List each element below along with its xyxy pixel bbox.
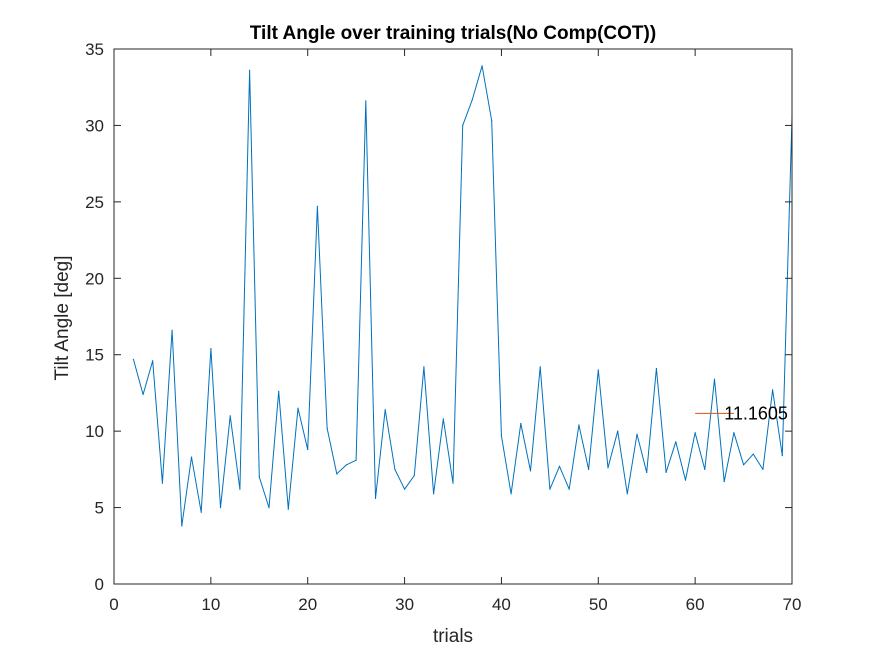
data-point [762,468,764,470]
x-tick-label: 10 [201,595,220,614]
data-point [500,435,502,437]
data-point [471,98,473,100]
data-point [268,507,270,509]
data-point [374,497,377,499]
data-point [287,508,289,510]
y-tick-label: 0 [95,575,104,594]
x-axis-label: trials [433,626,473,647]
data-point [510,493,512,495]
y-tick-label: 35 [85,40,104,59]
data-point [297,407,299,409]
data-point [452,482,454,484]
data-point [597,369,599,371]
data-point [626,493,628,495]
data-point [462,124,464,126]
data-point [781,455,783,457]
data-point [539,366,541,368]
series-layer [132,65,793,527]
data-point [607,467,609,469]
data-point [520,422,522,425]
data-point [723,481,725,483]
data-point [336,473,338,475]
data-point [307,448,309,451]
data-point [772,389,774,391]
data-point [675,441,677,443]
y-axis-ticks: 0 5 10 15 20 25 30 35 [85,40,792,594]
data-point [394,468,396,470]
data-point [239,488,241,490]
data-point [529,470,532,472]
data-point [171,329,173,331]
data-point [733,432,735,434]
data-point [404,488,406,490]
x-tick-label: 40 [492,595,511,614]
data-point [326,427,328,429]
chart-title: Tilt Angle over training trials(No Comp(… [250,23,656,44]
annotation-label: 11.1605 [724,403,788,423]
data-point [655,367,658,370]
data-point [588,468,590,470]
data-point [491,120,493,122]
plot-frame [113,48,793,585]
x-axis-ticks: 0 10 20 30 40 50 60 70 [109,49,801,614]
data-point [161,482,163,484]
data-point [384,409,386,411]
data-point [200,511,202,513]
data-point [355,459,357,461]
data-point [413,474,415,477]
data-point [316,205,318,207]
data-point [752,453,754,455]
data-point [249,69,251,71]
data-point [646,471,648,473]
x-tick-label: 30 [395,595,414,614]
data-point [229,415,231,417]
data-point [433,493,435,495]
x-tick-label: 70 [783,595,802,614]
y-tick-label: 25 [85,193,104,212]
y-axis-label: Tilt Angle [deg] [52,256,73,381]
annotation-layer: 11.1605 [724,403,788,423]
x-tick-label: 60 [686,595,705,614]
y-tick-label: 30 [85,116,104,135]
x-tick-label: 50 [589,595,608,614]
data-point [617,430,619,432]
data-point [442,418,444,420]
data-point [684,479,687,481]
data-point [181,525,183,527]
data-point [704,468,706,470]
data-point [258,476,260,478]
x-tick-label: 0 [109,595,118,614]
data-point [665,471,667,473]
data-point [743,464,745,466]
data-point [423,366,425,368]
data-point [278,390,280,392]
y-tick-label: 5 [95,499,104,518]
y-tick-label: 20 [85,269,104,288]
data-point [549,488,551,490]
plot-area [114,49,792,584]
data-point [142,393,144,396]
x-tick-label: 20 [298,595,317,614]
data-point [578,424,580,426]
data-point [481,65,483,67]
data-point [365,100,367,102]
data-point [713,378,716,380]
y-tick-label: 15 [85,346,104,365]
data-point [636,433,638,435]
data-point [219,507,222,509]
data-point [132,358,134,360]
data-point [694,432,696,434]
data-point [345,464,348,466]
data-point [558,465,561,467]
data-point [190,456,193,458]
data-point [568,488,570,490]
y-tick-label: 10 [85,422,104,441]
data-point [152,360,154,362]
data-point [210,348,212,350]
